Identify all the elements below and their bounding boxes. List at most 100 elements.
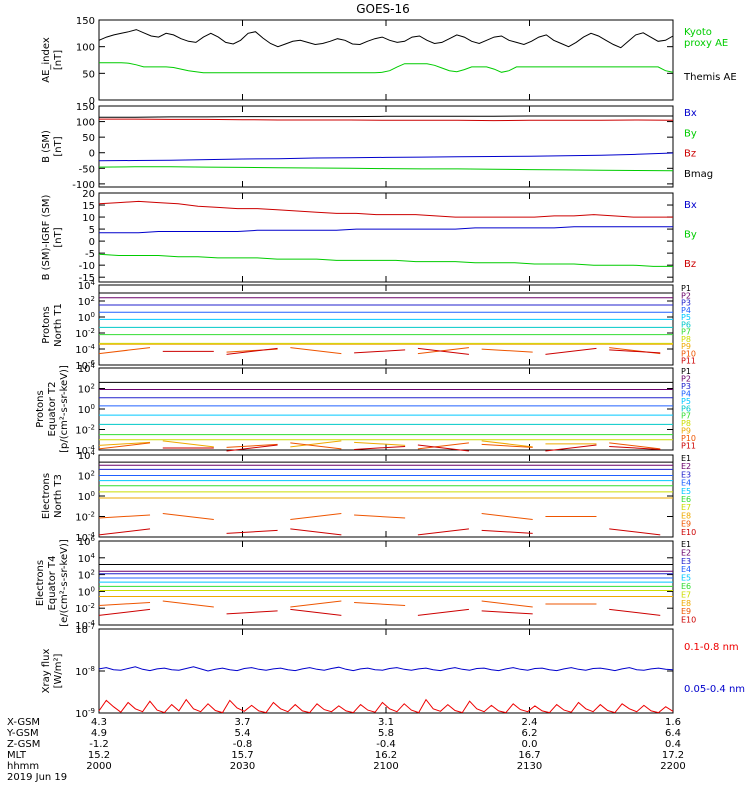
ytick-label: 104 [78, 449, 96, 462]
legend-entry: E7 [681, 590, 691, 599]
series-segment [354, 441, 406, 446]
series-segment [417, 347, 469, 355]
series-line [99, 226, 673, 234]
legend-entry: P2 [681, 291, 691, 300]
series-segment [290, 347, 342, 355]
panel-frame-digrf [98, 192, 674, 283]
series-segment [290, 442, 342, 450]
panel-frame-ae [98, 19, 674, 101]
series-segment [481, 348, 533, 353]
ytick-label: 150 [76, 16, 95, 27]
ytick-label: 10-6 [75, 359, 95, 372]
series-segment [354, 445, 406, 450]
ytick-label: 10-4 [75, 444, 95, 457]
legend-entry: P8 [681, 419, 691, 428]
orbit-row-label: X-GSM [7, 717, 40, 728]
ytick-label: 50 [82, 69, 95, 80]
series-line [98, 666, 674, 672]
series-segment [290, 513, 342, 520]
panel-elec_eq: 10-4 10-2 100 102 104 106 Electrons Equator T4[… [35, 535, 696, 632]
ytick-label: 10-9 [75, 707, 95, 720]
legend-entry: Bz [684, 259, 696, 270]
ytick-label: 0 [89, 96, 95, 107]
series-segment [162, 440, 214, 448]
panel-bsm: -100 -50 0 50 100 150 B (SM) [nT] Bx By Bz Bmag [41, 102, 713, 191]
ytick-label: 102 [78, 569, 95, 582]
legend-entry: E3 [681, 557, 691, 566]
series-segment [98, 608, 151, 616]
series-line [98, 152, 674, 162]
legend-entry: Bx [684, 108, 697, 119]
legend-entry: E1 [681, 540, 691, 549]
y-axis-label: B (SM) [41, 130, 52, 163]
series-segment [98, 441, 151, 446]
legend-entry: P8 [681, 335, 691, 344]
legend-entry: P11 [681, 357, 696, 366]
ytick-label: 20 [82, 189, 95, 200]
orbit-value: 5.8 [378, 728, 394, 739]
panel-frame-prot_eq [98, 367, 674, 451]
legend-entry: P5 [681, 313, 691, 322]
legend-entry: P1 [681, 284, 691, 293]
legend-entry: E8 [681, 599, 691, 608]
series-segment [354, 514, 406, 519]
legend-entry: Kyoto [684, 27, 712, 38]
ytick-label: 102 [78, 383, 95, 396]
legend-entry: Bmag [684, 169, 713, 180]
series-segment [98, 347, 151, 355]
y-axis-label: AE_index [41, 37, 52, 83]
series-segment [609, 349, 661, 354]
panel-frame-elec_north [98, 454, 674, 538]
series-segment [98, 528, 151, 536]
y-axis-label: [nT] [53, 136, 64, 156]
series-line [99, 115, 673, 118]
ytick-label: 10-2 [75, 511, 95, 524]
ytick-label: 5 [89, 225, 95, 236]
legend-entry: P2 [681, 374, 691, 383]
y-axis-label: North T3 [53, 474, 64, 518]
series-segment [481, 440, 533, 448]
orbit-row-label: hhmm [7, 761, 39, 772]
ytick-label: 102 [78, 470, 95, 483]
legend-entry: P3 [681, 299, 691, 308]
legend-entry: E3 [681, 470, 691, 479]
series-segment [98, 602, 151, 606]
series-segment [609, 442, 661, 450]
y-axis-label: Protons [35, 390, 46, 427]
orbit-value: 2100 [373, 761, 398, 772]
orbit-value: 16.2 [375, 750, 397, 761]
ytick-label: 100 [76, 118, 95, 129]
series-segment [290, 528, 342, 536]
ytick-label: 15 [82, 201, 95, 212]
series-segment [98, 442, 151, 450]
legend-entry: P6 [681, 404, 691, 413]
series-segment [481, 529, 533, 534]
series-segment [226, 443, 278, 448]
orbit-value: 1.6 [665, 717, 681, 728]
legend-entry: P10 [681, 434, 696, 443]
series-line [98, 253, 673, 267]
y-axis-label: Equator T2 [47, 382, 58, 437]
series-segment [417, 608, 469, 616]
series-segment [545, 444, 597, 452]
ytick-label: 0 [89, 237, 95, 248]
legend-entry: 0.1-0.8 nm [684, 642, 739, 653]
legend-entry: E7 [681, 503, 691, 512]
series-line [99, 62, 674, 74]
legend-entry: P9 [681, 427, 691, 436]
legend-entry: Bx [684, 200, 697, 211]
ytick-label: 10-7 [75, 623, 95, 636]
legend-entry: P7 [681, 412, 691, 421]
series-segment [417, 347, 469, 355]
legend-entry: P5 [681, 397, 691, 406]
ytick-label: 10 [82, 213, 95, 224]
series-line [98, 698, 674, 714]
ytick-label: 100 [78, 490, 95, 503]
series-segment [354, 349, 406, 354]
legend-entry: E5 [681, 487, 691, 496]
orbit-value: 2200 [660, 761, 685, 772]
y-axis-label: Xray flux [41, 649, 52, 694]
ytick-label: 104 [78, 362, 96, 375]
